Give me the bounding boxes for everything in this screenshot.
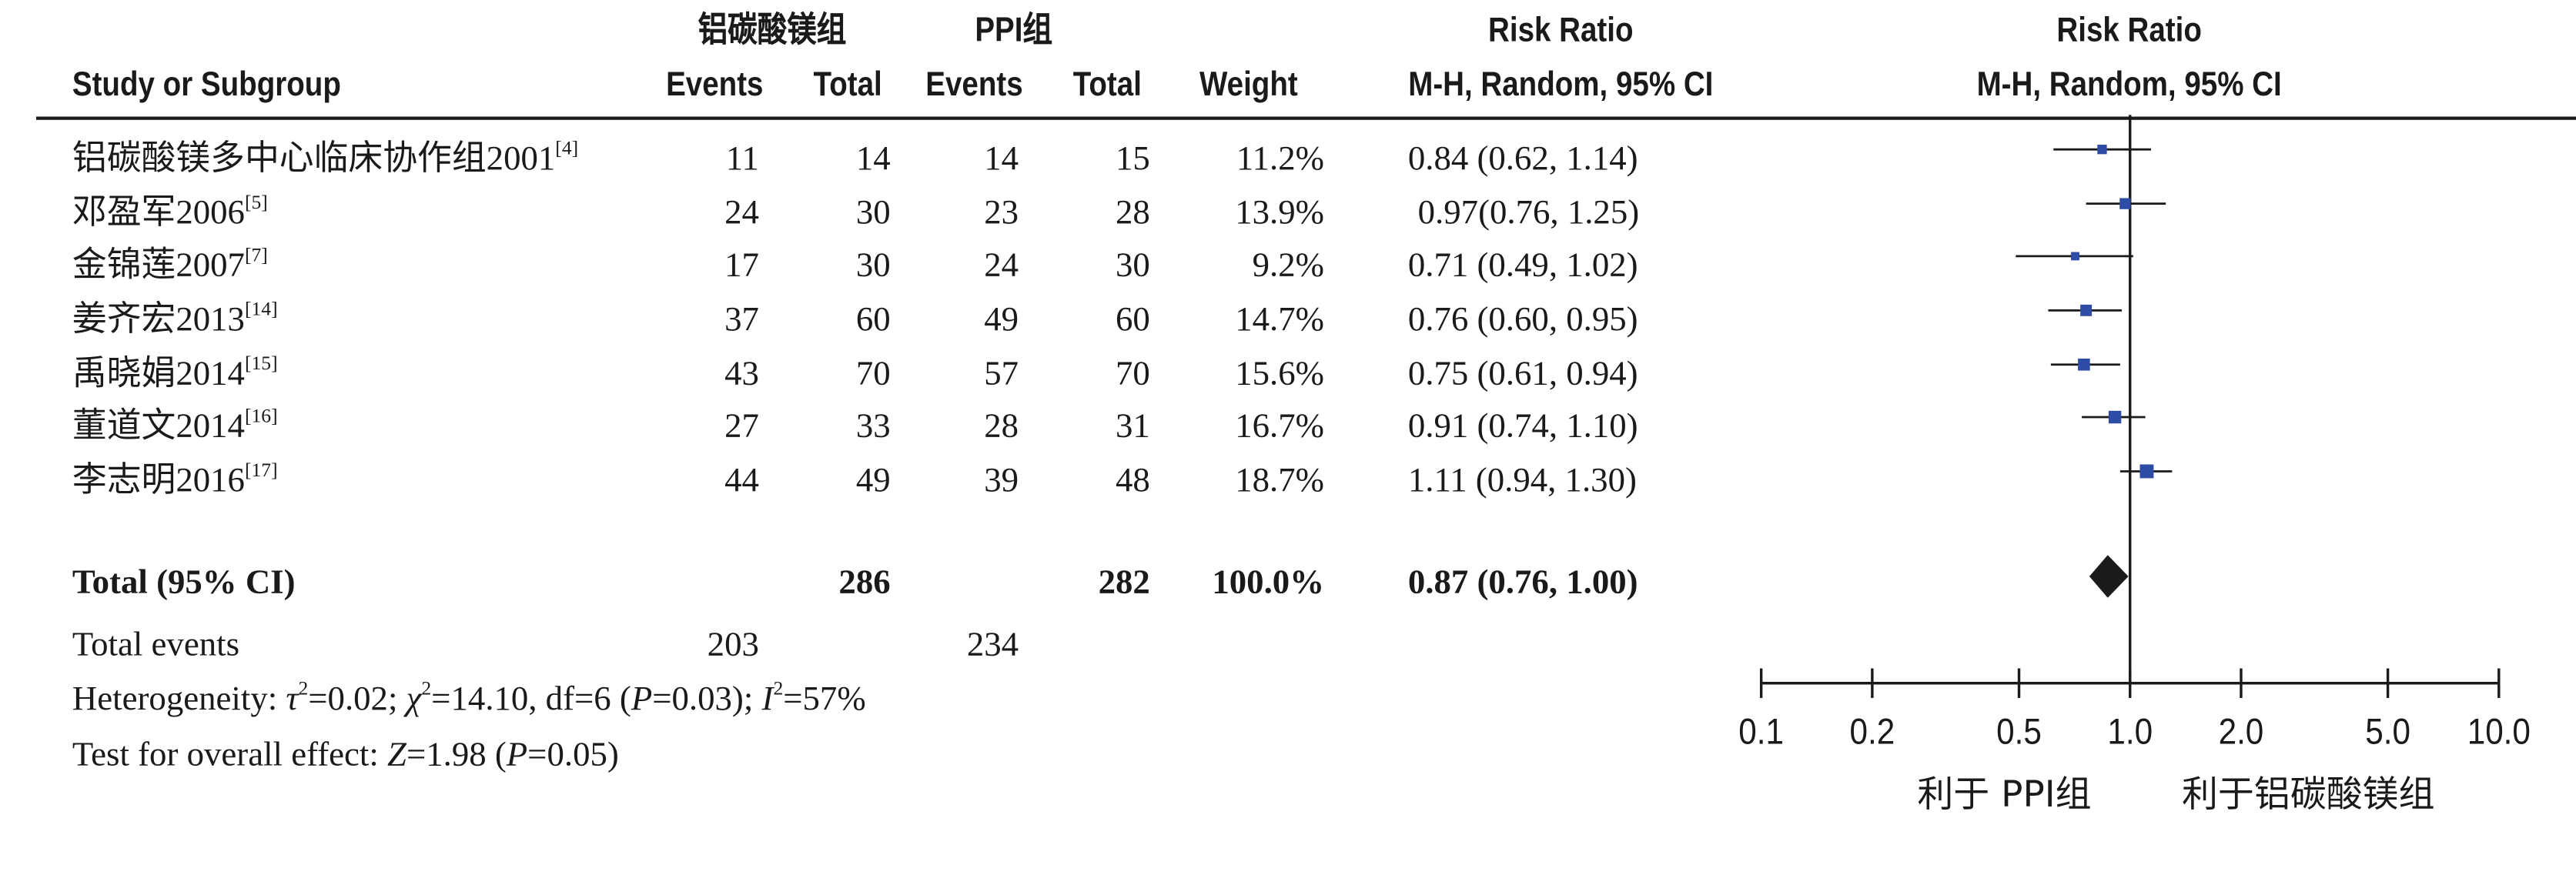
total-label: Total (95% CI) <box>72 561 296 602</box>
x-tick-label: 0.2 <box>1849 713 1895 753</box>
total1-cell: 14 <box>855 138 891 178</box>
weight-cell: 18.7% <box>1235 459 1325 499</box>
total2-cell: 31 <box>1115 406 1150 446</box>
events1-cell: 11 <box>725 138 759 178</box>
total1-header: Total <box>813 65 882 104</box>
heterogeneity-text: Heterogeneity: τ2=0.02; χ2=14.10, df=6 (… <box>72 676 866 718</box>
total2-header: Total <box>1072 65 1142 104</box>
total1-cell: 30 <box>855 192 891 232</box>
total1-cell: 30 <box>855 244 891 285</box>
weight-cell: 13.9% <box>1235 192 1325 232</box>
ci-cell: 0.75 (0.61, 0.94) <box>1407 352 1638 393</box>
ci-cell: 0.76 (0.60, 0.95) <box>1407 299 1638 339</box>
study-name: 董道文2014[16] <box>72 403 278 446</box>
study-name: 姜齐宏2013[14] <box>72 297 278 339</box>
plot-method-header: M-H, Random, 95% CI <box>1976 65 2282 104</box>
table-risk-ratio-header: Risk Ratio <box>1488 11 1634 50</box>
ci-cell: 1.11 (0.94, 1.30) <box>1407 459 1637 499</box>
pooled-diamond <box>2089 555 2129 598</box>
study-point-marker <box>2078 358 2090 371</box>
total1-cell: 49 <box>855 459 891 499</box>
events1-cell: 37 <box>724 299 759 339</box>
plot-risk-ratio-header: Risk Ratio <box>2056 11 2202 50</box>
events2-header: Events <box>925 65 1023 104</box>
group1-header: 铝碳酸镁组 <box>698 11 847 50</box>
events2-cell: 39 <box>984 459 1019 499</box>
events2-cell: 28 <box>984 406 1019 446</box>
study-name: 铝碳酸镁多中心临床协作组2001[4] <box>72 136 579 178</box>
total-ci-cell: 0.87 (0.76, 1.00) <box>1407 561 1638 602</box>
total2-cell: 60 <box>1115 299 1150 339</box>
total2-cell: 48 <box>1115 459 1150 499</box>
study-name: 邓盈军2006[5] <box>72 190 268 232</box>
total1-cell: 60 <box>855 299 891 339</box>
weight-cell: 9.2% <box>1252 244 1325 285</box>
study-column-header: Study or Subgroup <box>72 65 341 104</box>
events2-cell: 14 <box>984 138 1019 178</box>
total2-cell: 70 <box>1115 352 1150 393</box>
x-tick-label: 0.5 <box>1996 713 2042 753</box>
events1-header: Events <box>666 65 764 104</box>
total1-cell: 70 <box>855 352 891 393</box>
x-tick-label: 10.0 <box>2467 713 2531 753</box>
study-point-marker <box>2071 252 2079 261</box>
study-point-marker <box>2097 145 2107 155</box>
weight-cell: 15.6% <box>1235 352 1325 393</box>
ci-cell: 0.71 (0.49, 1.02) <box>1407 244 1638 285</box>
header-rule <box>35 116 2576 120</box>
events1-cell: 27 <box>724 406 759 446</box>
events1-cell: 44 <box>724 459 759 499</box>
ci-cell: 0.91 (0.74, 1.10) <box>1407 406 1638 446</box>
x-tick-label: 0.1 <box>1738 713 1784 753</box>
total2-cell: 282 <box>1098 561 1150 602</box>
study-name: 禹晓娟2014[15] <box>72 351 278 393</box>
total2-cell: 30 <box>1115 244 1150 285</box>
favours-right-label: 利于铝碳酸镁组 <box>2182 773 2435 816</box>
events1-cell: 24 <box>724 192 759 232</box>
total-events-label: Total events <box>72 623 240 664</box>
study-point-marker <box>2080 304 2093 316</box>
weight-cell: 14.7% <box>1235 299 1325 339</box>
events2-cell: 49 <box>984 299 1019 339</box>
favours-left-label: 利于 PPI组 <box>1917 773 2091 816</box>
study-name: 李志明2016[17] <box>72 458 278 499</box>
total2-cell: 28 <box>1115 192 1150 232</box>
group2-header: PPI组 <box>975 11 1053 50</box>
total-events1: 203 <box>707 623 759 664</box>
weight-header: Weight <box>1199 65 1298 104</box>
events1-cell: 43 <box>724 352 759 393</box>
total-events2: 234 <box>966 623 1019 664</box>
x-tick-label: 1.0 <box>2107 713 2153 753</box>
events2-cell: 57 <box>984 352 1019 393</box>
ci-cell: 0.84 (0.62, 1.14) <box>1407 138 1638 178</box>
total1-cell: 286 <box>838 561 891 602</box>
table-method-header: M-H, Random, 95% CI <box>1408 65 1714 104</box>
events2-cell: 24 <box>984 244 1019 285</box>
total2-cell: 15 <box>1115 138 1150 178</box>
study-point-marker <box>2119 198 2131 209</box>
weight-cell: 11.2% <box>1236 138 1325 178</box>
events2-cell: 23 <box>984 192 1019 232</box>
total-weight-cell: 100.0% <box>1212 561 1325 602</box>
study-point-marker <box>2108 410 2122 424</box>
overall-effect-text: Test for overall effect: Z=1.98 (P=0.05) <box>72 733 619 774</box>
events1-cell: 17 <box>724 244 759 285</box>
x-tick-label: 5.0 <box>2365 713 2410 753</box>
study-name: 金锦莲2007[7] <box>72 242 268 285</box>
weight-cell: 16.7% <box>1235 406 1325 446</box>
total1-cell: 33 <box>855 406 891 446</box>
ci-cell: 0.97(0.76, 1.25) <box>1417 192 1640 232</box>
x-tick-label: 2.0 <box>2219 713 2264 753</box>
study-point-marker <box>2139 464 2154 479</box>
